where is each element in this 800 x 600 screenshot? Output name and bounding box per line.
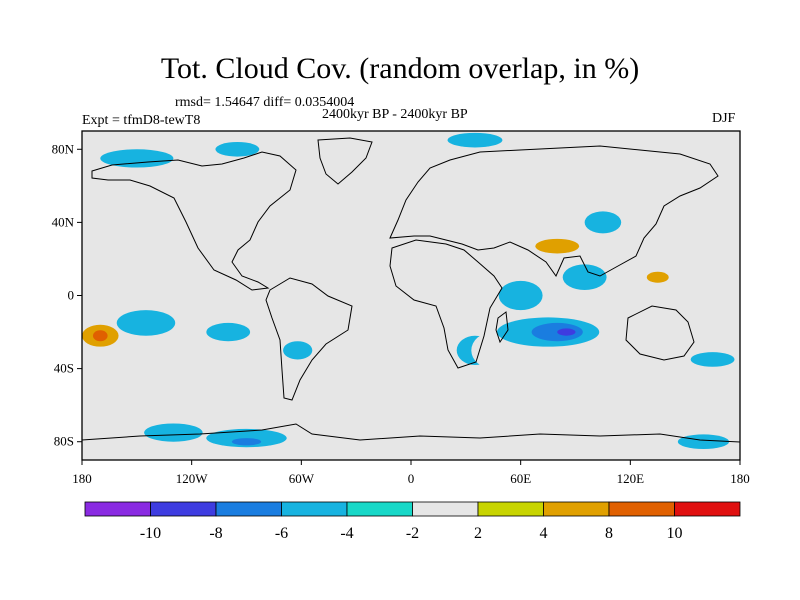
x-tick-label: 60W: [289, 471, 315, 486]
colorbar-swatch: [412, 501, 479, 517]
anomaly-patch: [125, 346, 185, 362]
colorbar-swatch: [674, 501, 741, 517]
anomaly-patch: [646, 271, 669, 283]
anomaly-patch: [209, 193, 247, 208]
x-tick-label: 120W: [176, 471, 209, 486]
anomaly-patch: [178, 134, 223, 146]
y-axis: 80N 40N 0 40S 80S: [52, 141, 82, 449]
y-tick-label: 40N: [52, 214, 75, 229]
anomaly-patch: [476, 425, 528, 440]
colorbar-swatch: [84, 501, 151, 517]
anomaly-patch: [357, 277, 410, 296]
colorbar-swatch: [543, 501, 610, 517]
colorbar-swatch: [215, 501, 282, 517]
colorbar-label: -4: [340, 525, 353, 542]
anomaly-patch: [630, 425, 667, 440]
anomaly-patch: [246, 235, 284, 247]
anomaly-patch: [191, 249, 229, 269]
stats-text: rmsd= 1.54647 diff= 0.0354004: [175, 95, 355, 110]
anomaly-patch: [562, 264, 607, 291]
coast-antarctica: [82, 423, 740, 443]
colorbar: -10 -8 -6 -4 -2 2 4 8 10: [84, 501, 741, 542]
coast-greenland: [317, 137, 373, 185]
anomaly-patch: [498, 280, 543, 311]
anomaly-patch: [301, 397, 338, 413]
anomaly-patch: [91, 288, 128, 296]
x-tick-label: 60E: [510, 471, 531, 486]
map-background: [82, 131, 740, 460]
colorbar-label: 4: [540, 525, 548, 542]
colorbar-label: -8: [209, 525, 222, 542]
anomaly-patch: [310, 251, 348, 267]
colorbar-swatch: [150, 501, 217, 517]
anomaly-patch: [100, 149, 174, 168]
x-tick-label: 180: [730, 471, 750, 486]
anomaly-patch: [582, 141, 642, 157]
anomaly-patch: [206, 322, 251, 342]
anomaly-patch: [231, 438, 262, 446]
colorbar-label: -2: [406, 525, 419, 542]
y-tick-label: 80N: [52, 141, 75, 156]
colorbar-label: 2: [474, 525, 482, 542]
anomaly-patch: [447, 300, 485, 327]
anomaly-patch: [283, 341, 313, 360]
anomaly-patch: [92, 330, 108, 342]
coastlines: [82, 137, 740, 443]
anomaly-patch: [83, 388, 136, 404]
anomaly-patch: [676, 244, 713, 256]
anomaly-patch: [389, 412, 433, 428]
coast-madagascar: [495, 311, 509, 344]
anomaly-patch: [376, 158, 428, 177]
anomaly-patch: [144, 423, 203, 442]
colorbar-label: -10: [140, 525, 161, 542]
anomaly-patch: [677, 434, 730, 450]
anomaly-patch: [116, 310, 176, 336]
anomaly-patch: [668, 313, 720, 333]
x-tick-label: 120E: [617, 471, 645, 486]
colorbar-swatch: [281, 501, 348, 517]
period-text: 2400kyr BP - 2400kyr BP: [322, 107, 468, 122]
anomaly-patch: [690, 352, 735, 367]
colorbar-swatch: [608, 501, 675, 517]
colorbar-swatch: [477, 501, 544, 517]
anomaly-patch: [584, 211, 622, 234]
x-tick-label: 180: [72, 471, 92, 486]
coast-africa: [389, 239, 503, 369]
y-tick-label: 40S: [54, 361, 74, 376]
experiment-label: Expt = tfmD8-tewT8: [82, 113, 201, 128]
x-tick-label: 0: [408, 471, 415, 486]
colorbar-swatch: [346, 501, 413, 517]
coast-eurasia: [389, 145, 719, 278]
colorbar-label: -6: [275, 525, 288, 542]
anomaly-patch: [557, 328, 576, 336]
anomaly-patch: [484, 226, 594, 256]
y-tick-label: 0: [68, 288, 75, 303]
anomaly-patch: [215, 141, 260, 157]
anomaly-patch: [447, 132, 503, 148]
anomaly-patch: [297, 366, 379, 389]
season-label: DJF: [712, 111, 736, 126]
coast-south-america: [265, 277, 353, 401]
colorbar-label: 8: [605, 525, 613, 542]
x-axis: 180 120W 60W 0 60E 120E 180: [72, 460, 750, 486]
coast-australia: [625, 305, 695, 361]
anomaly-patch: [251, 280, 296, 300]
anomaly-patch: [535, 238, 580, 254]
coast-north-america: [91, 151, 297, 291]
anomaly-patch: [559, 401, 611, 417]
colorbar-label: 10: [667, 525, 683, 542]
plot-title: Tot. Cloud Cov. (random overlap, in %): [160, 52, 640, 85]
y-tick-label: 80S: [54, 434, 74, 449]
